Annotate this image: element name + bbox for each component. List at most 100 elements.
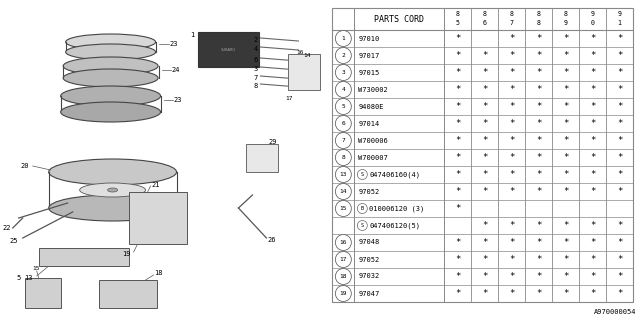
Text: *: * bbox=[509, 170, 515, 179]
Text: *: * bbox=[509, 51, 515, 60]
Text: *: * bbox=[509, 221, 515, 230]
Text: *: * bbox=[617, 102, 622, 111]
Text: *: * bbox=[509, 119, 515, 128]
Text: *: * bbox=[590, 34, 595, 43]
Text: *: * bbox=[509, 68, 515, 77]
Text: *: * bbox=[563, 51, 568, 60]
Circle shape bbox=[357, 204, 367, 213]
Text: *: * bbox=[455, 170, 460, 179]
Text: *: * bbox=[617, 289, 622, 298]
Text: 2: 2 bbox=[342, 53, 345, 58]
Text: 8: 8 bbox=[483, 11, 486, 17]
Text: *: * bbox=[617, 255, 622, 264]
Text: *: * bbox=[563, 289, 568, 298]
Circle shape bbox=[335, 252, 351, 268]
Text: *: * bbox=[536, 170, 541, 179]
Text: 5: 5 bbox=[342, 104, 345, 109]
Text: 047406120(5): 047406120(5) bbox=[369, 222, 420, 229]
Circle shape bbox=[335, 149, 351, 165]
Ellipse shape bbox=[108, 188, 118, 192]
Text: *: * bbox=[590, 119, 595, 128]
Text: *: * bbox=[590, 102, 595, 111]
Text: *: * bbox=[536, 187, 541, 196]
Text: 5: 5 bbox=[456, 20, 460, 26]
Text: S: S bbox=[361, 223, 364, 228]
Ellipse shape bbox=[61, 102, 161, 122]
Text: 23: 23 bbox=[170, 41, 178, 47]
Text: *: * bbox=[563, 255, 568, 264]
Text: *: * bbox=[590, 289, 595, 298]
Text: A970000054: A970000054 bbox=[593, 309, 636, 315]
Text: B: B bbox=[361, 206, 364, 211]
Bar bbox=[198, 32, 259, 67]
Text: *: * bbox=[563, 119, 568, 128]
Circle shape bbox=[335, 132, 351, 148]
Text: *: * bbox=[509, 272, 515, 281]
Text: *: * bbox=[482, 102, 488, 111]
Text: *: * bbox=[563, 102, 568, 111]
Text: 15: 15 bbox=[32, 267, 40, 271]
Text: *: * bbox=[563, 85, 568, 94]
Text: 16: 16 bbox=[340, 240, 347, 245]
Text: *: * bbox=[482, 289, 488, 298]
Bar bbox=[289, 54, 321, 90]
Circle shape bbox=[335, 65, 351, 81]
Text: *: * bbox=[590, 51, 595, 60]
Text: 29: 29 bbox=[268, 139, 277, 145]
Text: 8: 8 bbox=[509, 11, 514, 17]
Text: 23: 23 bbox=[173, 97, 182, 103]
Text: *: * bbox=[455, 85, 460, 94]
Text: *: * bbox=[536, 238, 541, 247]
Text: *: * bbox=[482, 68, 488, 77]
Text: *: * bbox=[455, 187, 460, 196]
Text: *: * bbox=[590, 221, 595, 230]
Text: 3: 3 bbox=[253, 66, 257, 71]
Text: *: * bbox=[563, 187, 568, 196]
Text: *: * bbox=[455, 51, 460, 60]
Text: *: * bbox=[617, 238, 622, 247]
Text: *: * bbox=[563, 170, 568, 179]
Text: 25: 25 bbox=[9, 238, 18, 244]
Text: *: * bbox=[482, 221, 488, 230]
Text: *: * bbox=[590, 136, 595, 145]
Text: *: * bbox=[590, 153, 595, 162]
Text: 13: 13 bbox=[340, 172, 347, 177]
Text: *: * bbox=[563, 136, 568, 145]
Text: *: * bbox=[509, 102, 515, 111]
Text: *: * bbox=[482, 255, 488, 264]
Text: S: S bbox=[361, 172, 364, 177]
Text: *: * bbox=[536, 153, 541, 162]
Text: 22: 22 bbox=[2, 225, 11, 231]
Text: *: * bbox=[536, 221, 541, 230]
Ellipse shape bbox=[61, 86, 161, 106]
Text: 7: 7 bbox=[253, 75, 257, 81]
Bar bbox=[25, 278, 61, 308]
Text: 3: 3 bbox=[342, 70, 345, 75]
Text: *: * bbox=[509, 187, 515, 196]
Text: *: * bbox=[536, 136, 541, 145]
Circle shape bbox=[335, 116, 351, 132]
Text: *: * bbox=[563, 221, 568, 230]
Text: 97047: 97047 bbox=[358, 291, 380, 297]
Text: *: * bbox=[455, 136, 460, 145]
Text: 9: 9 bbox=[618, 11, 621, 17]
Text: 8: 8 bbox=[456, 11, 460, 17]
Text: 8: 8 bbox=[536, 20, 541, 26]
Ellipse shape bbox=[63, 69, 158, 87]
Text: 24: 24 bbox=[172, 67, 180, 73]
Text: 6: 6 bbox=[483, 20, 486, 26]
Text: *: * bbox=[455, 34, 460, 43]
Text: PARTS CORD: PARTS CORD bbox=[374, 14, 424, 23]
Circle shape bbox=[335, 99, 351, 115]
Text: *: * bbox=[455, 255, 460, 264]
Text: *: * bbox=[455, 153, 460, 162]
Text: 19: 19 bbox=[340, 291, 347, 296]
Text: W700006: W700006 bbox=[358, 138, 388, 143]
Text: 97015: 97015 bbox=[358, 69, 380, 76]
Text: *: * bbox=[482, 119, 488, 128]
Text: 97052: 97052 bbox=[358, 257, 380, 262]
Text: *: * bbox=[590, 187, 595, 196]
Text: 4: 4 bbox=[253, 45, 257, 52]
Text: *: * bbox=[482, 170, 488, 179]
Text: 8: 8 bbox=[564, 11, 568, 17]
